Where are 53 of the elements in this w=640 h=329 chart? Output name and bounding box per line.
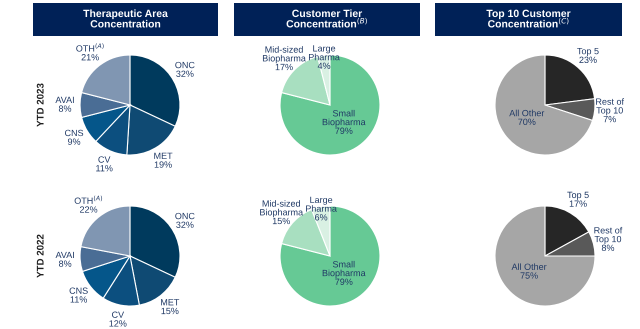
slice-label: OTH$^{(A)}$ xyxy=(74,196,102,204)
chart-title: Customer Tier Concentration$^{(B)}$ xyxy=(286,9,367,28)
slice-label: CNS xyxy=(70,288,88,294)
text: YTD 2022 xyxy=(36,234,44,278)
text: YTD 2023 xyxy=(36,83,44,127)
slice-label: ONC xyxy=(175,212,195,220)
data-label: 17% xyxy=(276,64,293,70)
slice-label: CV xyxy=(98,156,110,163)
data-label: 6% xyxy=(315,214,328,221)
data-label: 17% xyxy=(570,200,587,207)
data-label: 7% xyxy=(604,116,616,122)
slice-label: All Other xyxy=(512,263,546,270)
data-label: 32% xyxy=(176,70,194,77)
data-label: 79% xyxy=(335,278,353,285)
data-label: 15% xyxy=(272,218,290,224)
slice-label: ONC xyxy=(175,62,195,68)
data-label: 70% xyxy=(518,118,536,126)
data-label: 9% xyxy=(68,138,80,145)
data-label: 8% xyxy=(602,244,614,251)
slice-label: Mid-sized Biopharma xyxy=(260,200,304,218)
slice-label: OTH$^{(A)}$ xyxy=(76,43,104,52)
data-label: 11% xyxy=(70,296,88,303)
slice-label: Rest of Top 10 xyxy=(596,98,624,116)
data-label: 8% xyxy=(58,105,72,112)
data-label: 15% xyxy=(161,308,179,314)
data-label: 12% xyxy=(109,320,127,327)
slice-label: Rest of Top 10 xyxy=(594,226,622,244)
data-label: 23% xyxy=(579,56,597,64)
slice-label: MET xyxy=(161,299,180,306)
slice-label: All Other xyxy=(509,110,544,116)
data-label: 22% xyxy=(80,206,98,213)
slice-label: AVAI xyxy=(56,252,74,258)
slice-label: Top 5 xyxy=(577,48,599,56)
chart-title: Top 10 Customer Concentration$^{(C)}$ xyxy=(486,10,571,28)
slice-label: CV xyxy=(112,312,124,318)
slice-label: MET xyxy=(154,152,172,159)
slice-label: CNS xyxy=(64,130,84,136)
slice-label: Small Biopharma xyxy=(322,260,366,278)
data-label: 75% xyxy=(520,272,538,279)
data-label: 79% xyxy=(335,128,353,134)
chart-title: Therapeutic Area Concentration xyxy=(83,9,168,28)
data-label: 4% xyxy=(318,62,330,70)
data-label: 19% xyxy=(154,161,172,168)
slice-label: Top 5 xyxy=(567,192,589,200)
slice-label: AVAI xyxy=(55,96,74,103)
slice-label: Mid-sized Biopharma xyxy=(262,46,306,64)
data-label: 21% xyxy=(82,54,99,60)
pie-slice xyxy=(494,205,596,307)
slice-label: Small Biopharma xyxy=(322,110,366,127)
slice-label: Large Pharma xyxy=(308,45,340,60)
data-label: 8% xyxy=(58,260,72,267)
data-label: 11% xyxy=(96,165,113,172)
data-label: 32% xyxy=(176,222,194,228)
